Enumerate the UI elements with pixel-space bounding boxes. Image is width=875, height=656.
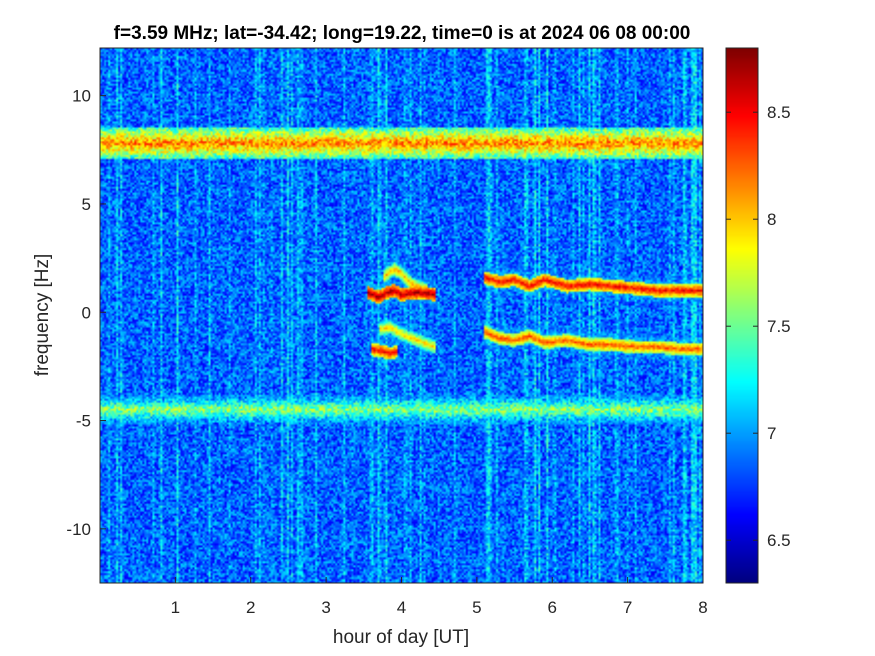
x-tick-label: 4 bbox=[397, 598, 406, 617]
colorbar-tick-label: 6.5 bbox=[767, 531, 791, 550]
colorbar-tick-label: 8 bbox=[767, 210, 776, 229]
colorbar: 6.5 7 7.5 8 8.5 bbox=[725, 47, 791, 584]
plot-area: 1 2 3 4 5 6 7 8 10 5 0 -5 -10 bbox=[66, 47, 708, 617]
y-tick-label: 10 bbox=[72, 87, 91, 106]
x-tick-label: 2 bbox=[246, 598, 255, 617]
x-tick-label: 5 bbox=[472, 598, 481, 617]
colorbar-frame bbox=[725, 47, 759, 584]
x-axis-label: hour of day [UT] bbox=[333, 627, 469, 648]
x-axis-ticks: 1 2 3 4 5 6 7 8 bbox=[171, 577, 708, 617]
y-axis-ticks: 10 5 0 -5 -10 bbox=[66, 87, 106, 539]
colorbar-gradient bbox=[726, 48, 758, 583]
x-tick-label: 7 bbox=[623, 598, 632, 617]
x-tick-label: 3 bbox=[321, 598, 330, 617]
chart-title: f=3.59 MHz; lat=-34.42; long=19.22, time… bbox=[114, 23, 691, 44]
colorbar-ticks: 6.5 7 7.5 8 8.5 bbox=[726, 103, 791, 550]
x-tick-label: 8 bbox=[698, 598, 707, 617]
colorbar-tick-label: 7.5 bbox=[767, 317, 791, 336]
y-tick-label: -5 bbox=[76, 412, 91, 431]
y-tick-label: 5 bbox=[82, 195, 91, 214]
x-tick-label: 6 bbox=[548, 598, 557, 617]
y-axis-label: frequency [Hz] bbox=[32, 254, 53, 377]
spectrogram-heatmap bbox=[100, 48, 703, 583]
colorbar-tick-label: 7 bbox=[767, 424, 776, 443]
y-tick-label: -10 bbox=[66, 520, 91, 539]
colorbar-tick-label: 8.5 bbox=[767, 103, 791, 122]
y-tick-label: 0 bbox=[82, 303, 91, 322]
x-tick-label: 1 bbox=[171, 598, 180, 617]
